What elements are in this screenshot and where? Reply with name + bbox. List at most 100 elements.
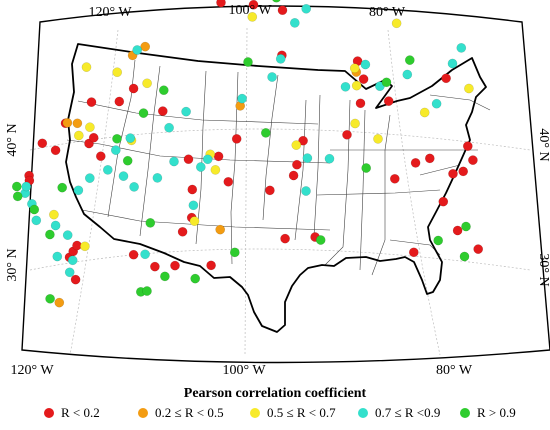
station-point	[301, 186, 311, 196]
station-point	[419, 107, 430, 118]
station-point	[302, 153, 313, 163]
station-point	[150, 261, 160, 272]
lat-label-left: 30° N	[5, 248, 20, 281]
station-point	[190, 273, 200, 284]
legend-swatch	[44, 408, 54, 418]
station-point	[260, 128, 271, 138]
station-point	[54, 297, 65, 308]
map: 120° W 100° W 80° W 120° W 100° W 80° W …	[5, 0, 550, 378]
station-point	[441, 73, 451, 84]
legend-swatch	[250, 408, 260, 418]
graticule-meridian	[69, 29, 119, 356]
station-point	[248, 0, 259, 10]
legend-swatch	[138, 408, 148, 418]
station-point	[112, 133, 122, 144]
station-point	[142, 286, 152, 296]
station-point	[473, 244, 484, 254]
station-point	[243, 57, 253, 67]
station-point	[342, 129, 352, 140]
station-point	[464, 83, 474, 94]
station-point	[213, 151, 224, 162]
station-point	[128, 249, 139, 260]
station-point	[462, 141, 473, 151]
station-point	[111, 145, 121, 155]
legend-label: 0.5 ≤ R < 0.7	[267, 405, 336, 420]
station-point	[275, 54, 286, 64]
lon-label-bottom: 100° W	[222, 363, 266, 378]
station-point	[265, 185, 275, 196]
legend-item: R < 0.2	[44, 404, 100, 422]
station-point	[215, 224, 225, 235]
station-point	[461, 221, 471, 232]
lon-label-top: 120° W	[88, 5, 132, 20]
station-point	[11, 181, 22, 192]
station-point	[152, 173, 163, 183]
station-point	[424, 153, 435, 164]
station-point	[64, 267, 75, 278]
station-point	[206, 260, 216, 271]
lat-label-right: 40° N	[536, 128, 550, 161]
station-point	[67, 255, 78, 266]
station-point	[96, 151, 106, 161]
station-point	[187, 184, 198, 195]
station-point	[360, 59, 371, 70]
station-point	[169, 156, 179, 167]
legend-label: R < 0.2	[61, 405, 100, 420]
station-point	[170, 260, 180, 271]
legend-title: Pearson correlation coefficient	[183, 386, 367, 401]
station-point	[349, 63, 360, 73]
station-point	[160, 271, 170, 282]
station-point	[118, 171, 129, 181]
station-point	[361, 163, 372, 173]
station-point	[315, 235, 326, 245]
us-outline	[65, 43, 487, 333]
station-point	[351, 80, 362, 91]
station-point	[267, 72, 277, 82]
station-point	[103, 165, 113, 175]
station-point	[85, 173, 95, 183]
station-point	[177, 226, 188, 237]
station-point	[132, 45, 142, 55]
graticule-meridian	[244, 27, 248, 356]
station-point	[52, 251, 63, 262]
station-point	[129, 182, 139, 192]
legend-item: 0.7 ≤ R <0.9	[358, 404, 440, 422]
station-point	[350, 118, 360, 129]
station-point	[301, 4, 312, 14]
graticule	[29, 27, 531, 356]
station-point	[62, 230, 73, 240]
legend: R < 0.2 0.2 ≤ R < 0.5 0.5 ≤ R < 0.7 0.7 …	[0, 404, 550, 422]
station-point	[402, 69, 413, 80]
station-point	[12, 191, 23, 202]
station-point	[140, 249, 150, 260]
station-point	[340, 82, 351, 92]
station-point	[280, 233, 290, 244]
station-point	[289, 18, 300, 28]
station-point	[29, 204, 40, 215]
station-point	[391, 18, 402, 29]
station-point	[50, 145, 61, 156]
legend-item: 0.2 ≤ R < 0.5	[138, 404, 224, 422]
station-point	[164, 122, 174, 133]
legend-label: 0.7 ≤ R <0.9	[375, 405, 441, 420]
station-point	[291, 140, 302, 150]
station-points	[11, 0, 484, 308]
station-point	[231, 134, 242, 144]
station-point	[229, 247, 240, 258]
station-point	[72, 118, 83, 129]
station-point	[140, 41, 150, 52]
station-point	[452, 225, 463, 236]
station-point	[138, 108, 149, 118]
lat-label-right: 30° N	[536, 253, 550, 286]
station-point	[57, 182, 68, 193]
legend-label: R > 0.9	[477, 405, 516, 420]
legend-item: R > 0.9	[460, 404, 516, 422]
station-point	[188, 200, 199, 211]
station-point	[433, 235, 444, 246]
station-point	[358, 74, 369, 84]
graticule-parallel	[29, 248, 531, 271]
station-point	[189, 216, 200, 226]
lon-label-top: 100° W	[228, 3, 272, 18]
station-point	[292, 159, 302, 170]
station-point	[81, 62, 92, 72]
